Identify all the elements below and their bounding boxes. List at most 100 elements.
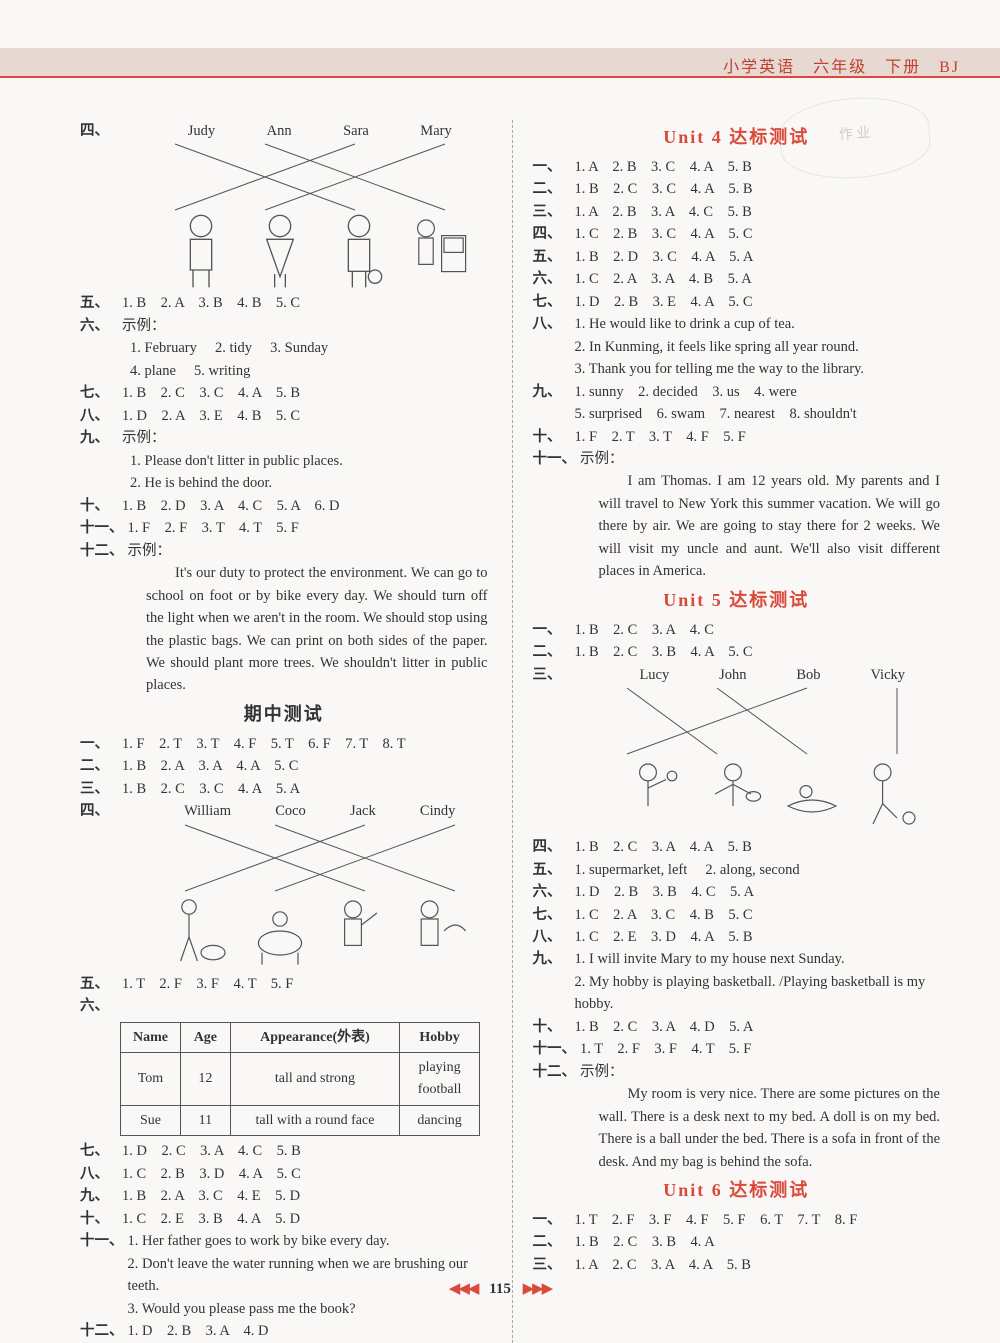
answers: 1. B 2. D 3. A 4. C 5. A 6. D [122,495,488,517]
name: Jack [350,800,376,822]
label: 八、 [533,926,571,948]
answers: 1. F 2. T 3. T 4. F 5. T 6. F 7. T 8. T [122,733,488,755]
name: Lucy [639,664,669,686]
answers: 1. B 2. C 3. C 4. A 5. B [122,382,488,404]
left-s6-items: 1. February 2. tidy 3. Sunday 4. plane 5… [80,337,488,382]
answers: 1. C 2. E 3. D 4. A 5. B [575,926,941,948]
heading: 示例： [122,427,166,449]
name: William [184,800,231,822]
u4-8: 八、 1. He would like to drink a cup of te… [533,313,941,380]
label: 七、 [533,291,571,313]
mid-6-table: NameAgeAppearance(外表)HobbyTom12tall and … [120,1022,480,1137]
answers: 1. B 2. A 3. A 4. A 5. C [122,755,488,777]
name: Cindy [420,800,455,822]
label: 十一、 [533,448,577,470]
right-column: Unit 4 达标测试 一、1. A 2. B 3. C 4. A 5. B 二… [512,120,941,1343]
lines: 1. He would like to drink a cup of tea. … [575,313,941,380]
label: 五、 [533,859,571,881]
label: 三、 [533,664,571,686]
label-four: 四、 [80,120,118,142]
label: 九、 [80,1185,118,1207]
left-s12: 十二、 示例： [80,540,488,562]
mid-2: 二、1. B 2. A 3. A 4. A 5. C [80,755,488,777]
mid-11: 十一、 1. Her father goes to work by bike e… [80,1230,488,1320]
line: 1. I will invite Mary to my house next S… [575,948,941,970]
answers: 1. T 2. F 3. F 4. F 5. F 6. T 7. T 8. F [575,1209,941,1231]
answers: 1. T 2. F 3. F 4. T 5. F [122,973,488,995]
lines: 1. Her father goes to work by bike every… [128,1230,488,1320]
label: 二、 [533,641,571,663]
mid-6: 六、 [80,995,488,1017]
u5-3: 三、 Lucy John Bob Vicky [533,664,941,836]
u4-10: 十、1. F 2. T 3. T 4. F 5. F [533,426,941,448]
answers: 1. D 2. B 3. A 4. D [128,1320,488,1342]
ans: 4. plane [130,363,176,379]
activity-icon [250,891,310,971]
answers: 1. B 2. A 3. B 4. B 5. C [122,292,488,314]
u5-1: 一、1. B 2. C 3. A 4. C [533,619,941,641]
label: 三、 [80,778,118,800]
u5-5: 五、 1. supermarket, left 2. along, second [533,859,941,881]
answers: 1. A 2. B 3. A 4. C 5. B [575,201,941,223]
label: 四、 [533,836,571,858]
m4-names: William Coco Jack Cindy [162,800,478,822]
label: 六、 [80,995,118,1017]
answers: 1. A 2. B 3. C 4. A 5. B [575,156,941,178]
answers: 1. C 2. B 3. C 4. A 5. C [575,223,941,245]
lines: 1. sunny 2. decided 3. us 4. were 5. sur… [575,381,941,426]
u4-1: 一、1. A 2. B 3. C 4. A 5. B [533,156,941,178]
label: 一、 [533,619,571,641]
label: 八、 [80,405,118,427]
ans: 2. tidy [215,340,252,356]
u4-6: 六、1. C 2. A 3. A 4. B 5. A [533,268,941,290]
answers: 1. B 2. C 3. A 4. D 5. A [575,1016,941,1038]
header-text: 小学英语 六年级 下册 BJ [723,53,960,77]
left-s10: 十、 1. B 2. D 3. A 4. C 5. A 6. D [80,495,488,517]
u5-12-para: My room is very nice. There are some pic… [533,1083,941,1173]
unit6-title: Unit 6 达标测试 [533,1177,941,1205]
line: 2. In Kunming, it feels like spring all … [575,336,941,358]
answers: 1. D 2. B 3. E 4. A 5. C [575,291,941,313]
kid-icon [329,210,389,290]
left-s12-para: It's our duty to protect the environment… [80,562,488,697]
answers: 1. B 2. D 3. C 4. A 5. A [575,246,941,268]
left-s6: 六、 示例： [80,315,488,337]
left-column: 四、 Judy Ann Sara Mary 五、 1. B 2. A [80,120,488,1343]
answers: 1. C 2. A 3. C 4. B 5. C [575,904,941,926]
answers: 1. C 2. A 3. A 4. B 5. A [575,268,941,290]
ans: 5. writing [194,363,250,379]
line: 1. Her father goes to work by bike every… [128,1230,488,1252]
u5-3-names: Lucy John Bob Vicky [615,664,931,686]
label: 八、 [533,313,571,335]
u5-11: 十一、1. T 2. F 3. F 4. T 5. F [533,1038,941,1060]
answers: 1. B 2. C 3. B 4. A 5. C [575,641,941,663]
label: 十一、 [533,1038,577,1060]
mid-7: 七、1. D 2. C 3. A 4. C 5. B [80,1140,488,1162]
sport-icon [861,754,921,834]
answers: 1. C 2. E 3. B 4. A 5. D [122,1208,488,1230]
answers: 1. D 2. C 3. A 4. C 5. B [122,1140,488,1162]
u5-7: 七、1. C 2. A 3. C 4. B 5. C [533,904,941,926]
name: Bob [796,664,820,686]
line: 2. My hobby is playing basketball. /Play… [575,971,941,1016]
line: 3. Would you please pass me the book? [128,1298,488,1320]
answers: 1. B 2. C 3. C 4. A 5. A [122,778,488,800]
label: 一、 [533,156,571,178]
heading: 示例： [122,315,166,337]
mid-8: 八、1. C 2. B 3. D 4. A 5. C [80,1163,488,1185]
u4-11: 十一、 示例： [533,448,941,470]
u4-2: 二、1. B 2. C 3. C 4. A 5. B [533,178,941,200]
name: Mary [420,120,451,142]
name: John [719,664,746,686]
u4-3: 三、1. A 2. B 3. A 4. C 5. B [533,201,941,223]
left-s7: 七、 1. B 2. C 3. C 4. A 5. B [80,382,488,404]
answers: 1. sunny 2. decided 3. us 4. were [575,381,941,403]
label: 四、 [533,223,571,245]
u5-6: 六、1. D 2. B 3. B 4. C 5. A [533,881,941,903]
answers: 1. D 2. B 3. B 4. C 5. A [575,881,941,903]
mid-5: 五、1. T 2. F 3. F 4. T 5. F [80,973,488,995]
label: 十、 [80,1208,118,1230]
answers: 1. B 2. C 3. A 4. A 5. B [575,836,941,858]
mid-12: 十二、1. D 2. B 3. A 4. D [80,1320,488,1342]
answers: 1. B 2. A 3. C 4. E 5. D [122,1185,488,1207]
